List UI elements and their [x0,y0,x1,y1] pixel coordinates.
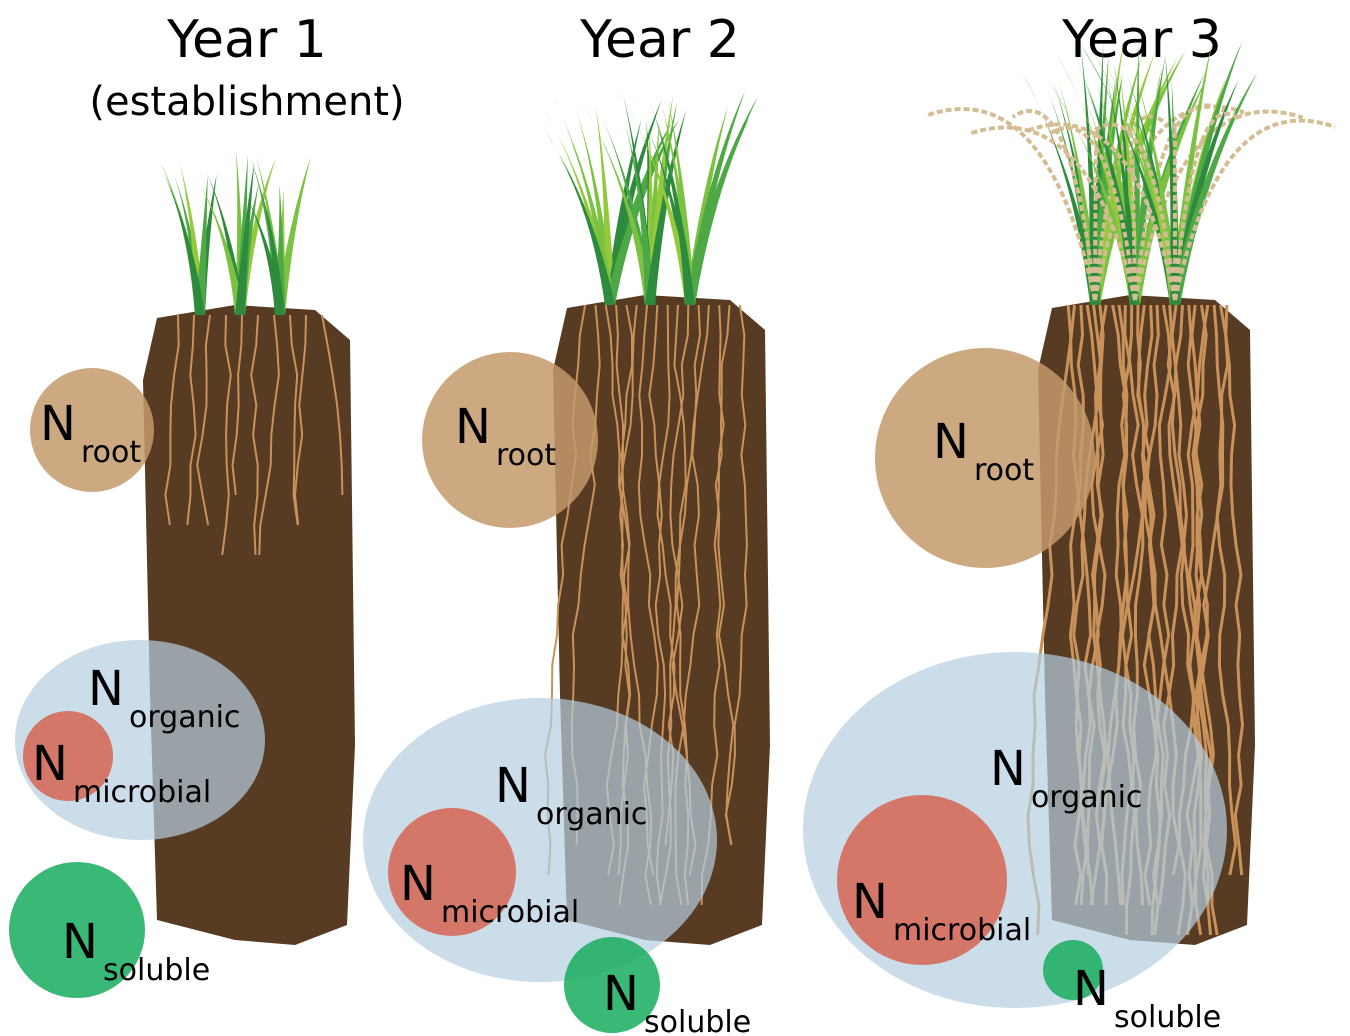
grass-blade [645,94,674,305]
pool-circle [9,862,145,998]
pool-circle [837,795,1007,965]
root [221,314,232,556]
seed-head [1092,122,1177,301]
pool-symbol: N [603,966,639,1022]
grass-blade [685,96,758,305]
pool-subscript: soluble [644,1005,751,1036]
pool-subscript: soluble [103,953,210,988]
pool-symbol: N [852,874,888,930]
pool-symbol: N [1073,961,1109,1017]
pool-subscript: root [974,453,1034,488]
pool-symbol: N [400,856,436,912]
grass-blade [543,129,615,305]
pool-subscript: root [496,438,556,473]
grass-blade [163,172,205,315]
root [250,314,259,556]
root [1224,304,1245,876]
pool-symbol: N [88,661,124,717]
pool-subscript: root [81,435,141,470]
pool-subscript: microbial [441,895,579,930]
grass-blade [1106,75,1140,305]
grass-blade [1057,75,1100,305]
grass-blade [595,104,615,305]
root [196,314,211,526]
grass-blade [235,162,255,315]
panel-title: Year 2 [579,10,740,70]
seed-head [1011,109,1097,301]
root [186,314,197,526]
grass-blade [1130,77,1208,305]
panel-subtitle: (establishment) [89,79,404,125]
root [724,304,748,846]
grass-blade [197,179,245,315]
pool-symbol: N [990,741,1026,797]
pool-symbol: N [40,396,76,452]
root [289,314,299,526]
pool-subscript: organic [129,700,240,735]
panel-title: Year 1 [166,10,327,70]
grass-blade [605,118,680,306]
grass-blade [645,109,687,305]
pool-symbol: N [933,414,969,470]
panel-title: Year 3 [1061,10,1222,70]
pool-subscript: organic [536,797,647,832]
pool-subscript: organic [1031,780,1142,815]
seed-head [1047,126,1137,301]
grass-blade [1119,70,1140,306]
pool-symbol: N [32,736,68,792]
grass-blade [1170,72,1258,305]
pool-subscript: microbial [73,775,211,810]
seed-head [967,125,1137,301]
root [321,314,344,496]
grass-blade [625,124,655,305]
pool-circle [422,352,598,528]
pool-symbol: N [62,914,98,970]
pool-circle [30,368,154,492]
pool-circle [1043,940,1103,1000]
root [231,314,243,496]
pool-symbol: N [495,758,531,814]
pool-subscript: soluble [1114,1000,1221,1035]
root [293,314,307,526]
grass-blade [1069,41,1140,306]
pool-symbol: N [455,399,491,455]
root [1215,304,1238,876]
pool-circle [875,348,1095,568]
pool-subscript: microbial [893,913,1031,948]
root [714,304,735,846]
pool-circle [23,711,113,801]
grass-blade [649,99,695,305]
grass-blade [1075,57,1140,305]
root [258,314,280,556]
soil-column [143,305,355,945]
pool-circle [564,937,660,1033]
seed-head [1133,109,1304,301]
pool-circle [388,808,516,936]
seed-head [927,107,1097,301]
panel: Year 1(establishment)NrootNorganicNmicro… [9,10,405,998]
seed-head [1173,118,1336,301]
root [164,314,180,526]
seed-head [1173,112,1242,301]
grass-blade [260,187,285,315]
